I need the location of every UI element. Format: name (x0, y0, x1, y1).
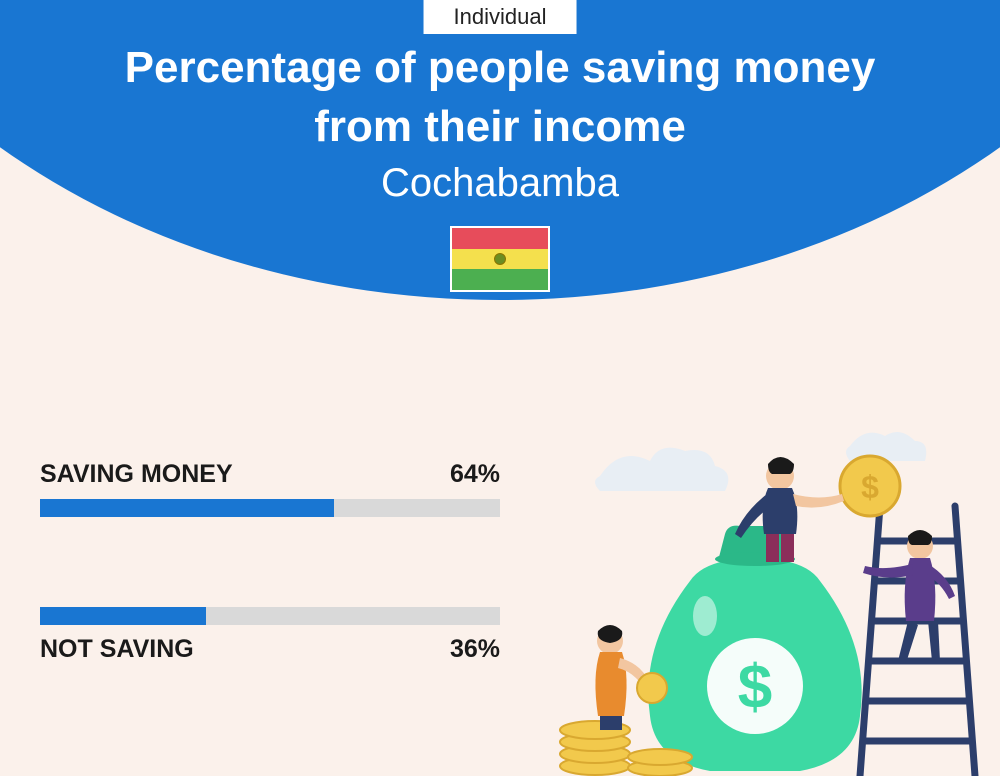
bar-track (40, 499, 500, 517)
bar-header: NOT SAVING 36% (40, 635, 500, 664)
svg-text:$: $ (738, 653, 772, 722)
bar-fill (40, 607, 206, 625)
flag-emblem (494, 253, 506, 265)
savings-illustration: $ $ (550, 416, 990, 776)
title-block: Percentage of people saving money from t… (0, 38, 1000, 206)
category-badge: Individual (424, 0, 577, 34)
bar-label: NOT SAVING (40, 635, 194, 664)
title-line2: from their income (0, 97, 1000, 156)
bar-header: SAVING MONEY 64% (40, 460, 500, 489)
svg-text:$: $ (861, 469, 879, 505)
flag-stripe-mid (452, 249, 548, 270)
title-line1: Percentage of people saving money (0, 38, 1000, 97)
bar-track (40, 607, 500, 625)
flag-stripe-bot (452, 269, 548, 290)
flag-icon (450, 226, 550, 292)
bar-chart: SAVING MONEY 64% NOT SAVING 36% (40, 460, 500, 754)
bar-row-notsaving: NOT SAVING 36% (40, 607, 500, 664)
bar-fill (40, 499, 334, 517)
bar-value: 36% (450, 635, 500, 664)
bar-row-saving: SAVING MONEY 64% (40, 460, 500, 517)
flag-stripe-top (452, 228, 548, 249)
bar-label: SAVING MONEY (40, 460, 233, 489)
subtitle: Cochabamba (0, 161, 1000, 206)
bar-value: 64% (450, 460, 500, 489)
